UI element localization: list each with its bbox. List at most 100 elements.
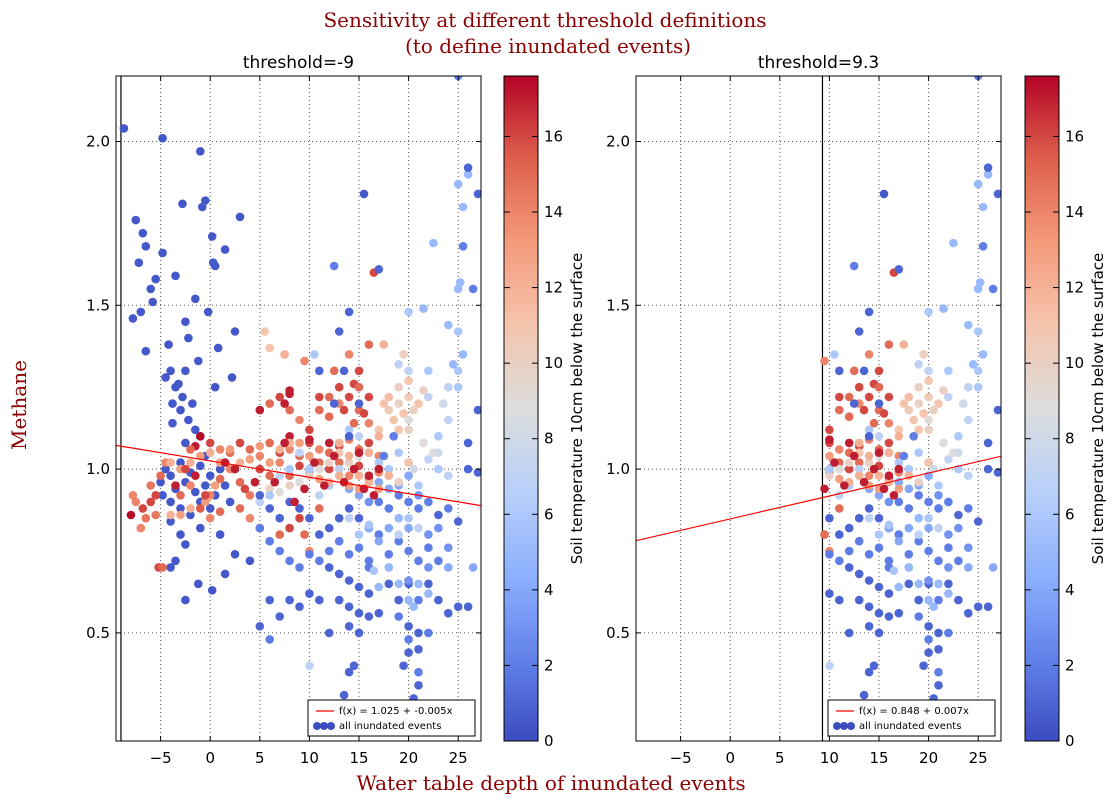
scatter-point [884,438,894,448]
scatter-point [914,579,923,589]
scatter-point [334,458,344,467]
scatter-point [384,484,394,494]
scatter-point [453,179,463,189]
scatter-point [914,536,923,546]
scatter-point [874,582,884,592]
scatter-point [394,579,404,589]
scatter-point [394,491,404,500]
scatter-point [394,448,404,458]
scatter-point [329,366,339,376]
scatter-point [394,595,404,605]
x-tick-label: −5 [150,749,172,767]
scatter-point [369,491,379,500]
legend-marker [833,722,841,730]
scatter-point [434,510,443,520]
scatter-point [944,563,953,572]
scatter-point [455,278,465,287]
colorbar-tick-label: 2 [544,656,554,674]
scatter-point [305,435,314,444]
scatter-point [285,595,294,605]
scatter-point [864,451,874,461]
scatter-point [196,461,205,471]
scatter-point [354,530,364,539]
scatter-point [975,278,985,287]
colorbar-left: 0 2 4 6 8 10 12 14 16 Soil temperature 10cm below… [503,75,586,750]
scatter-point [825,550,834,559]
scatter-point [158,563,167,572]
scatter-point [324,438,334,448]
scatter-point [869,418,879,428]
scatter-point [463,170,473,179]
scatter-point [874,382,884,392]
legend-marker [313,722,321,730]
scatter-point [324,546,334,556]
scatter-point [924,415,933,425]
scatter-point [295,448,304,458]
scatter-point [849,451,859,461]
scatter-point [285,481,294,490]
scatter-point [334,464,344,474]
legend-marker [847,722,855,730]
scatter-point [954,556,963,566]
scatter-point [894,484,904,494]
scatter-point [854,464,864,474]
scatter-point [894,497,904,507]
scatter-point [944,628,953,638]
scatter-point [864,458,874,467]
scatter-point [884,556,894,566]
scatter-point [473,189,481,199]
scatter-point [329,451,339,461]
scatter-point [215,507,225,516]
scatter-point [463,438,473,448]
scatter-point [344,425,354,435]
scatter-point [973,382,983,392]
legend-box [307,699,476,737]
scatter-point [924,392,933,402]
scatter-point [924,376,933,386]
scatter-point [285,389,294,399]
scatter-point [315,530,324,539]
colorbar-label: Soil temperature 10cm below the surface [568,253,586,565]
scatter-point [166,458,175,467]
scatter-point [374,425,384,435]
scatter-point [141,346,151,356]
scatter-point [854,471,864,481]
scatter-point [334,471,344,481]
scatter-point [158,491,167,500]
scatter-point [934,681,943,690]
legend-scatter-label: all inundated events [859,721,961,732]
scatter-point [894,464,904,474]
scatter-point [186,445,195,454]
scatter-point [884,497,894,507]
scatter-point [983,438,993,448]
scatter-point [334,595,344,605]
scatter-point [914,612,923,621]
y-tick-label: 1.5 [606,296,630,314]
scatter-point [399,409,408,418]
x-tick-label: 0 [205,749,215,767]
scatter-point [835,504,844,513]
scatter-point [207,586,217,595]
scatter-point [869,661,879,670]
scatter-point [344,550,354,559]
scatter-point [859,477,869,487]
scatter-point [196,432,205,441]
scatter-point [854,438,864,448]
scatter-point [205,504,215,513]
scatter-point [899,451,909,461]
scatter-point [194,579,203,589]
x-tick-label: 0 [725,749,735,767]
scatter-point [894,582,904,592]
scatter-point [334,438,344,448]
colorbar-tick-label: 2 [1065,656,1075,674]
scatter-point [364,418,374,428]
scatter-point [914,477,923,487]
scatter-point [835,445,844,454]
scatter-point [404,376,413,386]
figure-suptitle-line1: Sensitivity at different threshold defin… [323,8,766,32]
scatter-point [285,432,294,441]
scatter-point [424,497,433,507]
scatter-point [404,546,413,556]
scatter-point [191,471,200,481]
scatter-point [285,556,294,566]
